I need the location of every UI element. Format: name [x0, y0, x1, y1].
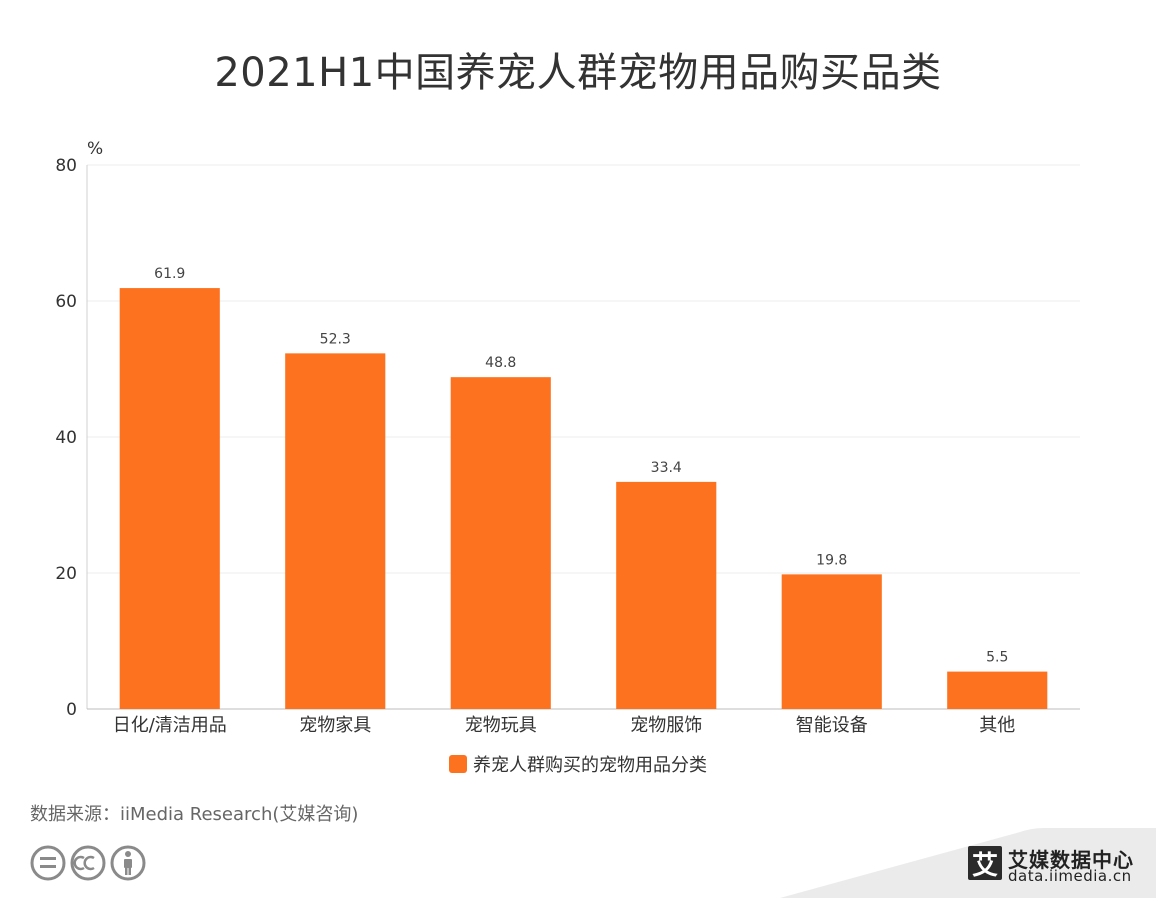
x-tick-label: 宠物家具 — [299, 715, 371, 736]
x-tick-label: 日化/清洁用品 — [113, 715, 227, 736]
y-tick-label: 80 — [55, 156, 77, 176]
cc-circle-icon — [70, 845, 106, 881]
bar-chart: 0 20 40 60 80% 61.9 日化/清洁用品 52.3 宠物家具 48.8 宠物玩具 33.… — [55, 139, 1080, 736]
brand-logo: 艾 — [968, 846, 1002, 881]
legend-swatch — [449, 755, 467, 773]
bar[interactable] — [616, 481, 717, 709]
x-tick-label: 智能设备 — [796, 715, 868, 736]
bar[interactable] — [119, 288, 220, 709]
bar-value-label: 33.4 — [651, 460, 682, 476]
bar[interactable] — [781, 574, 882, 709]
y-tick-label: 0 — [66, 700, 77, 720]
x-tick-label: 其他 — [979, 715, 1015, 736]
labels: 0 20 40 60 80% 61.9 日化/清洁用品 52.3 宠物家具 48.8 宠物玩具 33.… — [55, 139, 1015, 736]
y-tick-label: 40 — [55, 428, 77, 448]
x-tick-label: 宠物玩具 — [465, 715, 537, 736]
bar-value-label: 19.8 — [816, 552, 847, 568]
brand-name: 艾媒数据中心 — [1008, 848, 1134, 872]
y-tick-label: 20 — [55, 564, 77, 584]
grid-lines — [87, 164, 1080, 574]
x-tick-label: 宠物服饰 — [630, 715, 702, 736]
bars — [119, 288, 1048, 709]
bar-value-label: 52.3 — [320, 331, 351, 347]
license-icons — [30, 845, 146, 881]
person-circle-icon — [110, 845, 146, 881]
legend[interactable]: 养宠人群购买的宠物用品分类 — [0, 751, 1156, 777]
bar-value-label: 48.8 — [485, 355, 516, 371]
bar-value-label: 5.5 — [986, 650, 1008, 666]
y-axis-unit: % — [87, 139, 103, 159]
axes — [86, 165, 1080, 710]
legend-label: 养宠人群购买的宠物用品分类 — [473, 755, 707, 776]
y-tick-label: 60 — [55, 292, 77, 312]
brand-url: data.iimedia.cn — [1008, 867, 1132, 885]
chart-title: 2021H1中国养宠人群宠物用品购买品类 — [214, 50, 942, 96]
bar[interactable] — [947, 671, 1048, 709]
bar[interactable] — [450, 377, 551, 709]
bar-value-label: 61.9 — [154, 266, 185, 282]
source-note: 数据来源：iiMedia Research(艾媒咨询) — [30, 804, 359, 825]
equals-circle-icon — [30, 845, 66, 881]
bar[interactable] — [285, 353, 386, 709]
